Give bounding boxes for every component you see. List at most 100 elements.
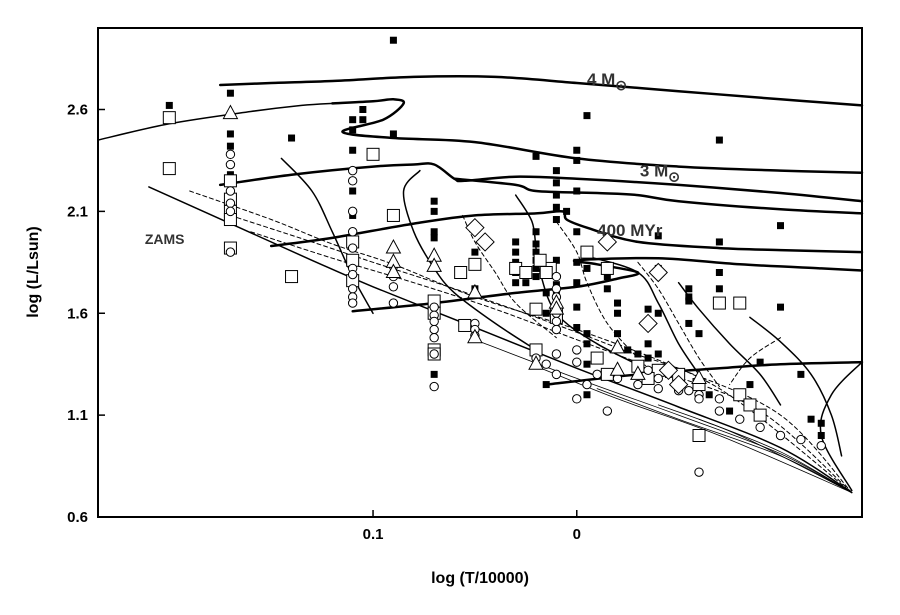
filled-square-marker <box>512 238 520 246</box>
filled-square-marker <box>552 167 560 175</box>
open-triangle-marker <box>385 238 402 254</box>
filled-square-marker <box>471 248 479 256</box>
filled-square-marker <box>715 136 723 144</box>
open-circle-marker <box>347 176 358 186</box>
open-circle-marker <box>429 333 439 343</box>
open-circle-marker <box>347 206 358 217</box>
filled-square-marker <box>777 222 785 230</box>
open-triangle-marker <box>609 338 626 354</box>
open-circle-marker <box>388 298 399 308</box>
curve-dash-7 <box>729 337 781 386</box>
open-triangle-marker <box>691 369 707 384</box>
annotation-label: ZAMS <box>145 231 185 247</box>
open-square-marker <box>454 266 468 279</box>
filled-square-marker <box>552 216 560 224</box>
curve-fan-4 <box>657 404 853 493</box>
open-diamond-marker <box>638 313 658 334</box>
filled-square-marker <box>756 358 764 366</box>
open-diamond-marker <box>597 232 618 252</box>
filled-square-marker <box>583 112 591 120</box>
open-square-marker <box>590 351 604 365</box>
filled-square-marker <box>654 350 662 358</box>
filled-square-marker <box>430 197 438 205</box>
filled-square-marker <box>614 330 622 338</box>
x-tick-label: 0 <box>573 526 581 543</box>
filled-square-marker <box>512 248 520 256</box>
filled-square-marker <box>165 101 173 109</box>
open-triangle-marker <box>467 283 483 299</box>
open-circle-marker <box>653 383 663 394</box>
curve-track-3Msun-loop <box>453 177 864 215</box>
open-circle-marker <box>429 302 439 312</box>
open-circle-marker <box>796 434 806 445</box>
open-square-marker <box>733 388 747 402</box>
open-triangle-marker <box>385 263 402 278</box>
filled-square-marker <box>583 264 591 272</box>
curve-track-mid <box>269 209 864 254</box>
filled-square-marker <box>705 391 713 399</box>
open-circle-marker <box>551 271 562 282</box>
ticks-layer: 0.6 1.1 1.6 2.1 2.6 0.1 0 <box>67 102 581 544</box>
filled-square-marker <box>512 279 520 287</box>
open-circle-marker <box>735 414 745 424</box>
filled-square-marker <box>542 381 550 389</box>
open-circle-marker <box>551 369 562 380</box>
filled-square-marker <box>389 130 397 138</box>
curve-fan-3 <box>596 388 853 493</box>
x-tick-label: 0.1 <box>363 526 384 543</box>
x-axis-title: log (T/10000) <box>431 570 529 587</box>
open-square-marker <box>162 162 176 176</box>
filled-square-marker <box>563 207 571 215</box>
open-square-marker <box>743 398 757 412</box>
open-circle-marker <box>572 394 582 404</box>
filled-square-marker <box>288 134 296 142</box>
open-diamond-marker <box>668 374 689 395</box>
filled-square-marker <box>715 238 723 246</box>
open-circle-marker <box>429 349 439 359</box>
open-circle-marker <box>714 406 725 416</box>
curve-fan-5 <box>698 418 853 493</box>
filled-square-marker <box>573 258 581 266</box>
filled-square-marker <box>522 279 530 287</box>
open-diamond-marker <box>465 217 485 238</box>
y-tick-label: 1.1 <box>67 407 88 424</box>
filled-square-marker <box>573 156 581 164</box>
open-square-marker <box>533 253 547 267</box>
open-circle-marker <box>225 159 236 170</box>
filled-square-marker <box>695 330 703 338</box>
filled-square-marker <box>685 293 693 301</box>
filled-square-marker <box>583 340 591 348</box>
filled-square-marker <box>226 130 234 138</box>
filled-square-marker <box>685 319 693 327</box>
y-tick-label: 1.6 <box>67 305 88 322</box>
filled-square-marker <box>349 187 357 195</box>
open-circle-marker <box>694 467 704 477</box>
filled-square-marker <box>532 240 540 248</box>
y-tick-label: 2.6 <box>67 102 88 119</box>
open-triangle-marker <box>548 300 565 315</box>
y-tick-label: 2.1 <box>67 203 88 220</box>
open-square-marker <box>692 429 706 442</box>
open-circle-marker <box>347 243 358 253</box>
open-circle-marker <box>225 206 236 217</box>
open-square-marker <box>386 208 400 222</box>
open-square-marker <box>600 261 614 275</box>
filled-square-marker <box>817 419 825 427</box>
annotations-layer: 4 M⊙ 3 M⊙ 400 MYr ZAMS <box>145 70 680 247</box>
curve-dash-6 <box>637 261 720 388</box>
filled-square-marker <box>746 381 754 389</box>
curve-track-3Msun <box>218 162 864 203</box>
open-circle-marker <box>347 227 358 237</box>
filled-square-marker <box>532 228 540 236</box>
filled-square-marker <box>797 370 805 378</box>
open-square-marker <box>366 147 380 161</box>
filled-square-marker <box>634 350 642 358</box>
filled-square-marker <box>726 407 734 415</box>
open-circle-marker <box>541 359 551 369</box>
open-circle-marker <box>684 385 694 396</box>
open-square-marker <box>529 302 543 316</box>
open-square-marker <box>733 296 747 310</box>
filled-square-marker <box>583 330 591 338</box>
filled-square-marker <box>542 289 550 297</box>
